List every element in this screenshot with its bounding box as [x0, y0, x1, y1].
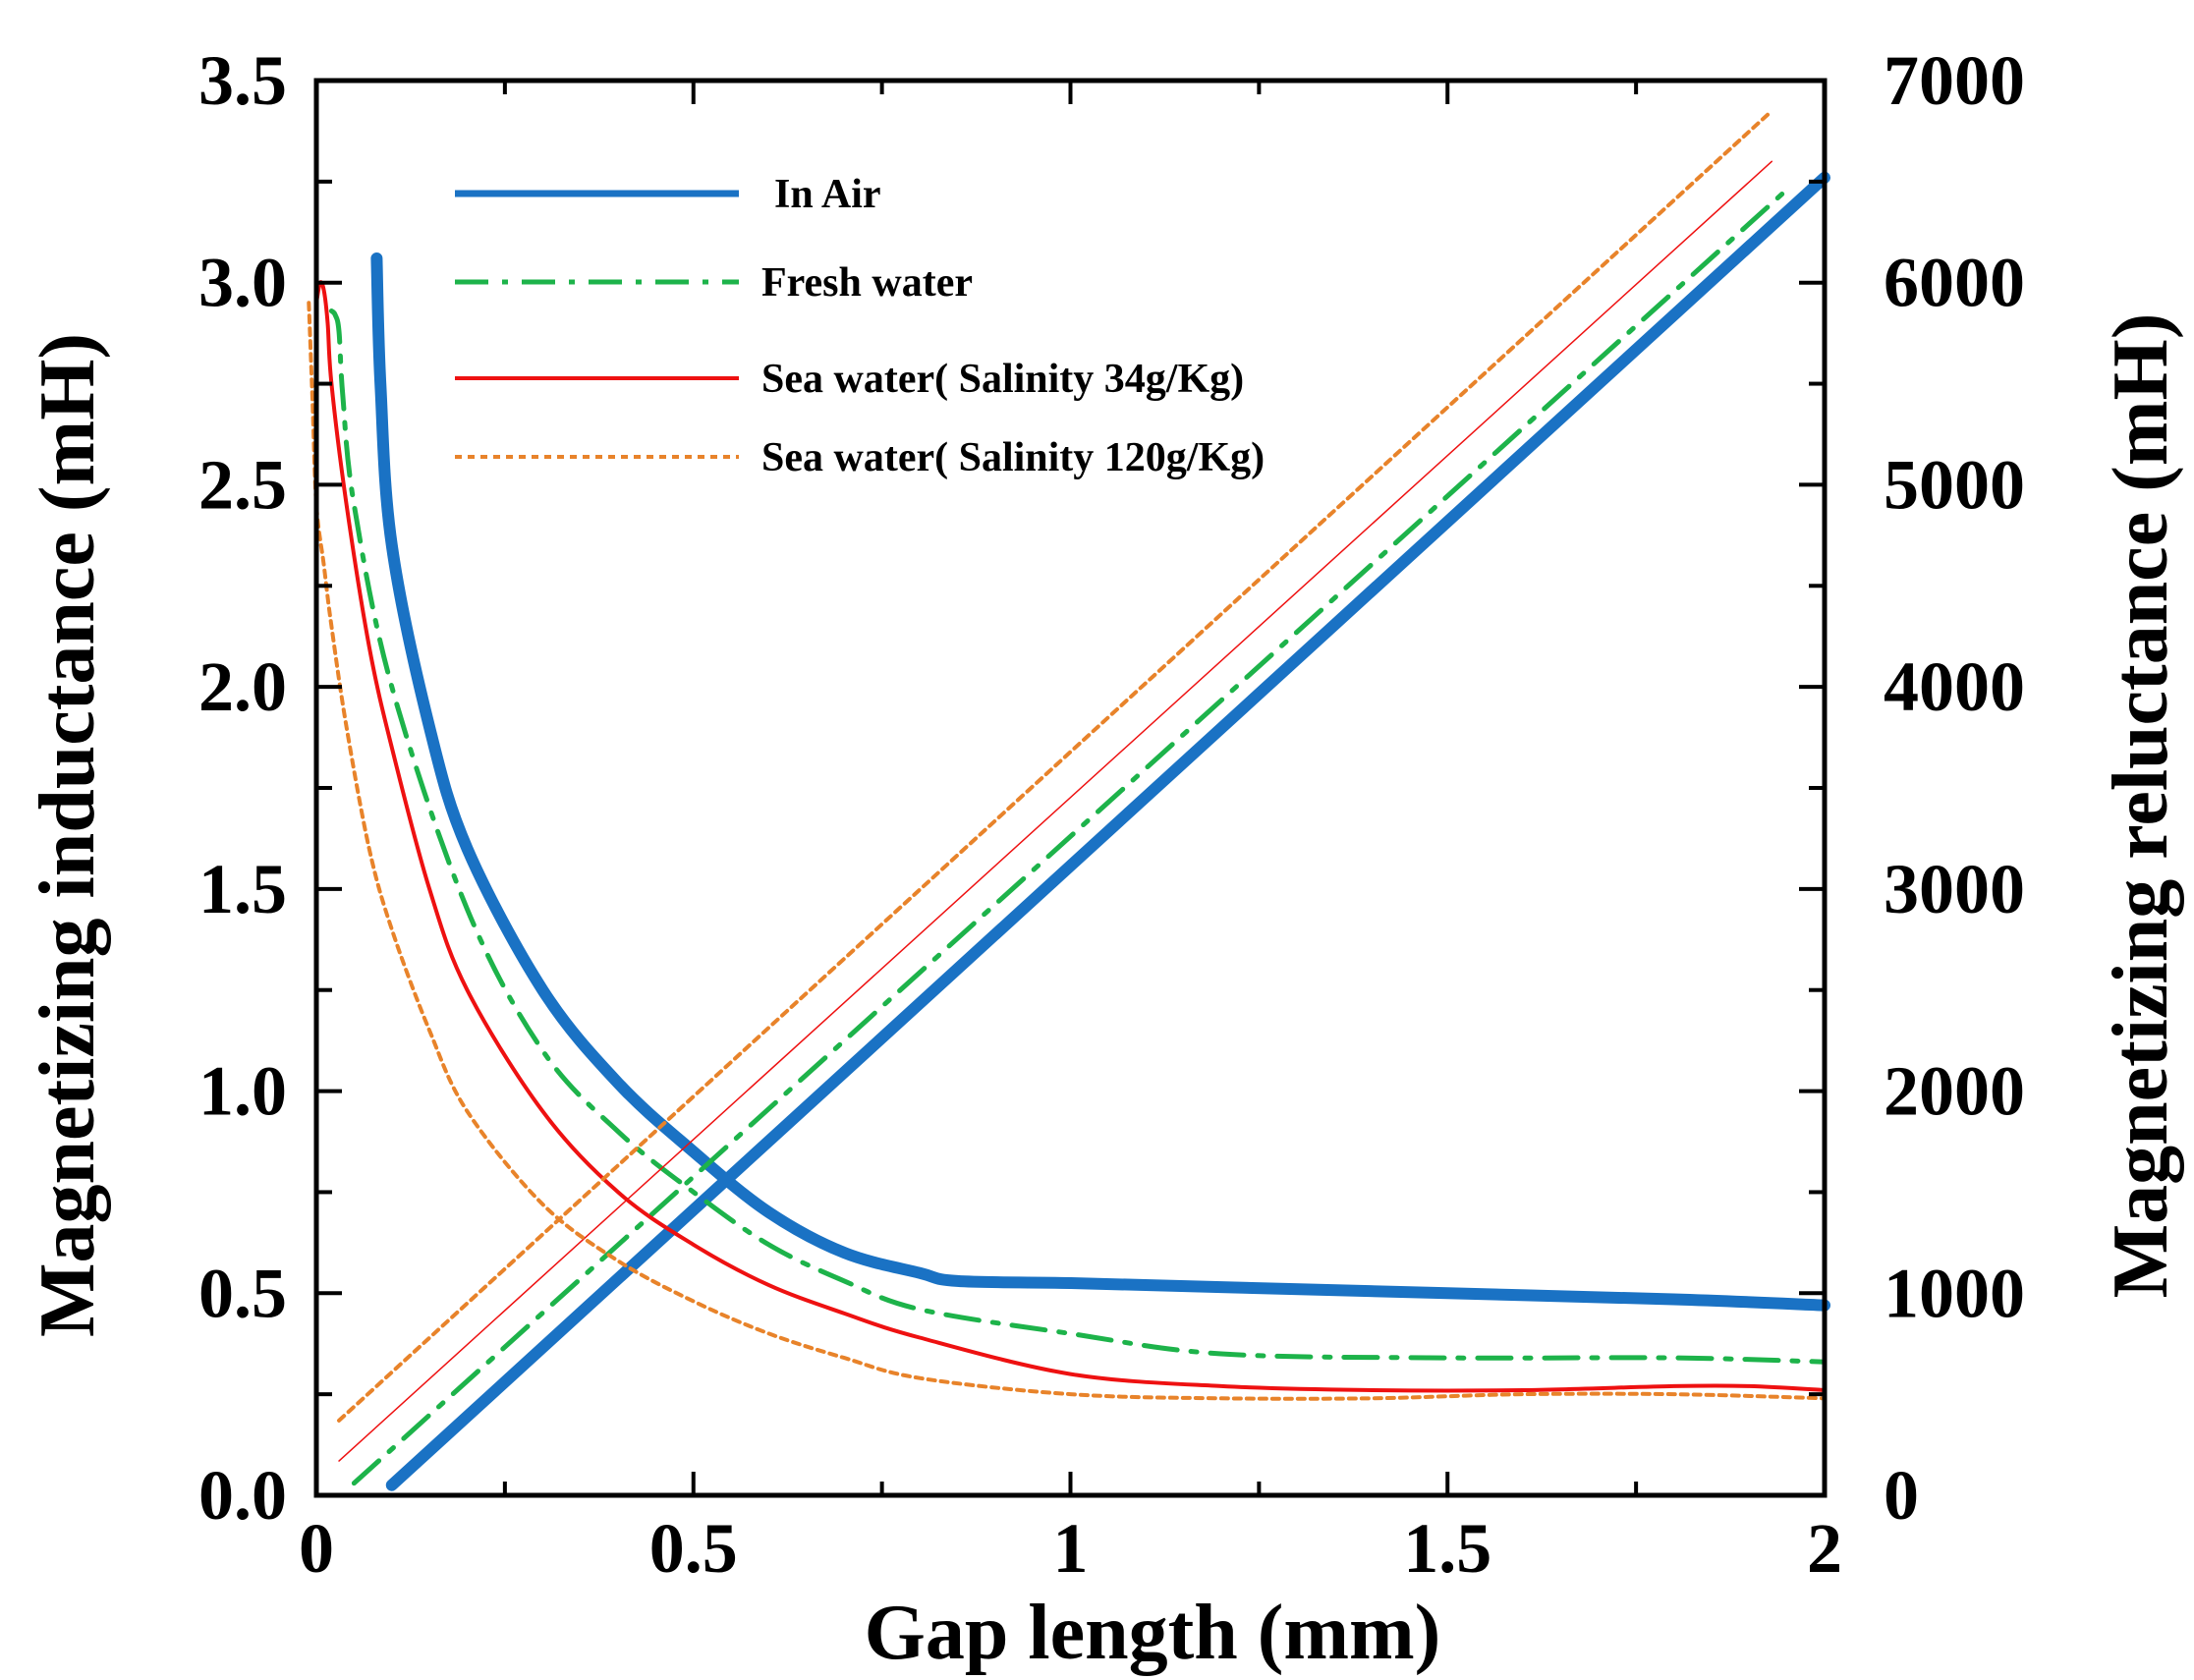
y-right-axis-title: Magnetizing reluctance (mH) [2098, 313, 2184, 1299]
legend-label-1: Fresh water [761, 260, 973, 306]
y-right-tick-label-1: 1000 [1884, 1254, 2025, 1332]
y-left-tick-label-5: 2.5 [198, 445, 287, 524]
y-left-tick-label-7: 3.5 [198, 41, 287, 120]
x-tick-label-1: 0.5 [649, 1509, 738, 1588]
y-left-tick-label-0: 0.0 [198, 1456, 287, 1535]
tick-layer: 0 0.5 1 1.5 2 0.0 0.5 1.0 1.5 2.0 2.5 3.0 3.5 0 1000 20… [198, 41, 2025, 1588]
x-tick-label-3: 1.5 [1403, 1509, 1491, 1588]
y-right-tick-label-2: 2000 [1884, 1052, 2025, 1131]
legend: In Air Fresh water Sea water( Salinity 34g… [455, 172, 1265, 480]
x-axis-title: Gap length (mm) [865, 1590, 1441, 1676]
y-right-tick-label-6: 6000 [1884, 244, 2025, 322]
y-left-tick-label-2: 1.0 [198, 1052, 287, 1131]
x-tick-label-4: 2 [1807, 1509, 1842, 1588]
y-right-tick-label-7: 7000 [1884, 41, 2025, 120]
series-3-inductance-curve [307, 301, 1827, 1401]
y-right-tick-label-0: 0 [1884, 1456, 1919, 1535]
y-left-tick-label-6: 3.0 [198, 244, 287, 322]
series-layer [307, 108, 1830, 1491]
x-tick-label-2: 1 [1053, 1509, 1089, 1588]
series-1-inductance-curve [328, 308, 1828, 1365]
y-right-tick-label-5: 5000 [1884, 445, 2025, 524]
y-left-tick-label-4: 2.0 [198, 647, 287, 726]
y-left-tick-label-1: 0.5 [198, 1254, 287, 1332]
series-2-reluctance-line [338, 160, 1773, 1462]
legend-label-3: Sea water( Salinity 120g/Kg) [761, 435, 1265, 480]
y-right-tick-label-3: 3000 [1884, 850, 2025, 928]
y-left-axis-title: Magnetizing inductance (mH) [25, 333, 111, 1337]
legend-label-2: Sea water( Salinity 34g/Kg) [761, 357, 1244, 402]
series-3-reluctance-line [337, 108, 1774, 1423]
y-left-tick-label-3: 1.5 [198, 850, 287, 928]
series-0-inductance-curve [370, 252, 1830, 1312]
series-2-inductance-curve [314, 280, 1827, 1393]
x-tick-label-0: 0 [299, 1509, 334, 1588]
y-right-tick-label-4: 4000 [1884, 647, 2025, 726]
series-1-reluctance-line [351, 187, 1790, 1486]
legend-label-0: In Air [774, 172, 881, 217]
